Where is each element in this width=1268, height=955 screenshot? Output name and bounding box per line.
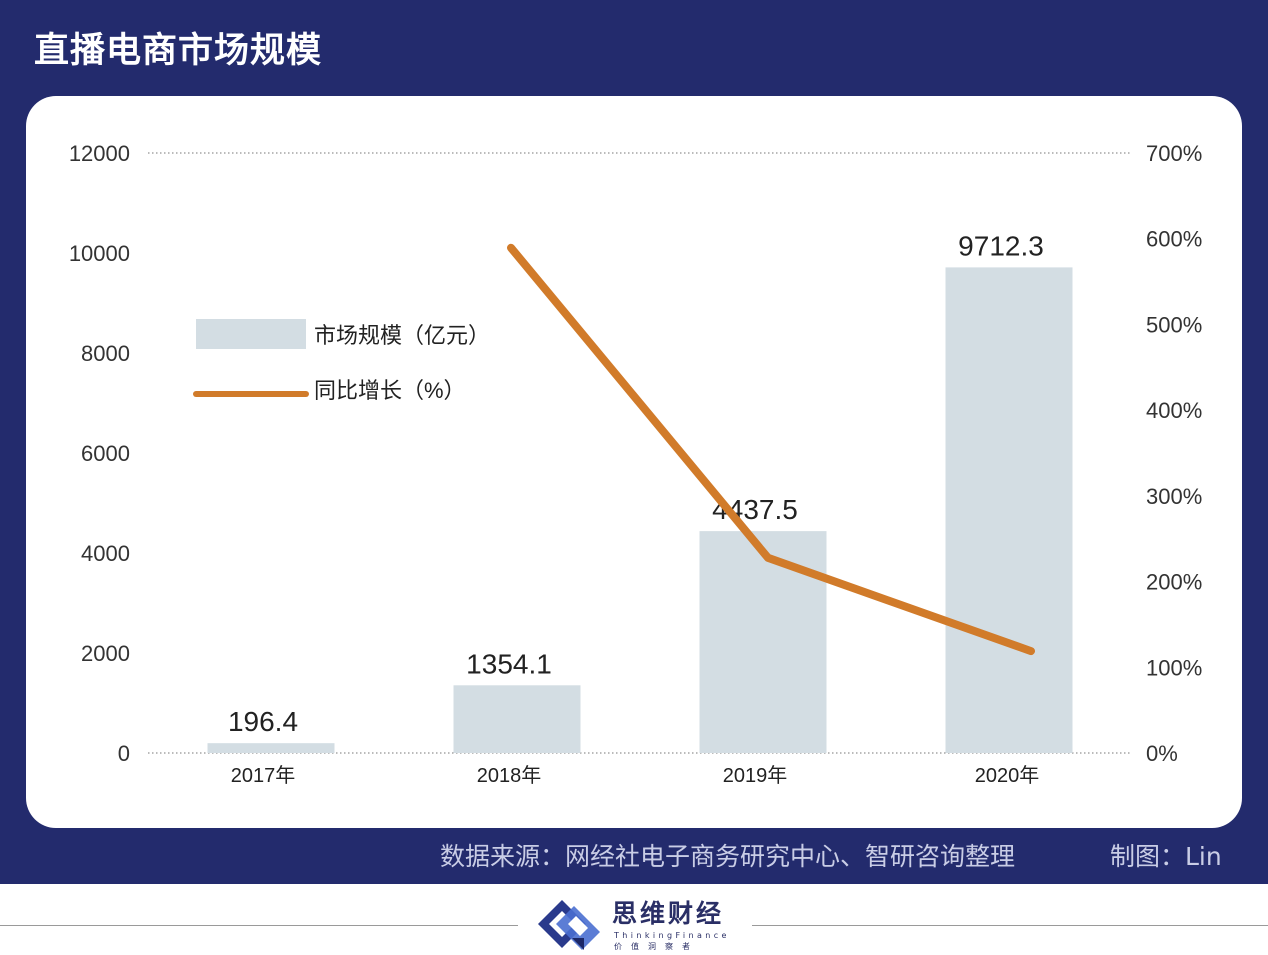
- bar-value-label: 9712.3: [958, 230, 1044, 261]
- y-right-tick-label: 700%: [1146, 141, 1202, 166]
- legend-bar-label: 市场规模（亿元）: [314, 323, 490, 348]
- y-left-tick-label: 0: [118, 741, 130, 766]
- y-right-tick-label: 600%: [1146, 227, 1202, 252]
- y-left-tick-label: 10000: [69, 241, 130, 266]
- growth-line: [507, 243, 1035, 656]
- logo-name: 思维财经: [612, 899, 725, 928]
- divider-right: [752, 925, 1268, 926]
- bar-value-label: 196.4: [228, 706, 298, 737]
- page-title: 直播电商市场规模: [34, 31, 323, 71]
- x-tick-label: 2017年: [231, 764, 296, 787]
- bar: [207, 743, 335, 753]
- y-left-tick-label: 6000: [81, 441, 130, 466]
- credit-note: 制图：Lin: [1110, 842, 1222, 871]
- chart: 0 2000 4000 6000 8000 10000 12000 0% 100% 200% 300…: [69, 141, 1202, 787]
- divider-left: [0, 925, 518, 926]
- y-left-tick-label: 8000: [81, 341, 130, 366]
- x-tick-label: 2018年: [477, 764, 542, 787]
- chart-card: 0 2000 4000 6000 8000 10000 12000 0% 100% 200% 300…: [26, 96, 1242, 828]
- y-left-tick-label: 2000: [81, 641, 130, 666]
- source-note: 数据来源：网经社电子商务研究中心、智研咨询整理: [440, 842, 1016, 871]
- legend-line-label: 同比增长（%）: [314, 378, 466, 403]
- x-tick-label: 2019年: [723, 764, 788, 787]
- y-right-tick-label: 0%: [1146, 741, 1178, 766]
- y-right-tick-label: 500%: [1146, 312, 1202, 337]
- x-tick-label: 2020年: [975, 764, 1040, 787]
- bar: [453, 685, 581, 753]
- y-right-tick-label: 200%: [1146, 570, 1202, 595]
- y-right-tick-label: 300%: [1146, 484, 1202, 509]
- logo-english: ThinkingFinance: [614, 931, 730, 940]
- logo-tagline: 价值洞察者: [614, 942, 699, 951]
- bar-value-label: 1354.1: [466, 648, 552, 679]
- logo-icon: [538, 900, 600, 950]
- y-right-tick-label: 400%: [1146, 398, 1202, 423]
- y-right-tick-label: 100%: [1146, 655, 1202, 680]
- y-left-tick-label: 12000: [69, 141, 130, 166]
- y-left-tick-label: 4000: [81, 541, 130, 566]
- legend-bar-swatch: [196, 319, 306, 349]
- bar: [699, 531, 827, 753]
- bar: [945, 267, 1073, 753]
